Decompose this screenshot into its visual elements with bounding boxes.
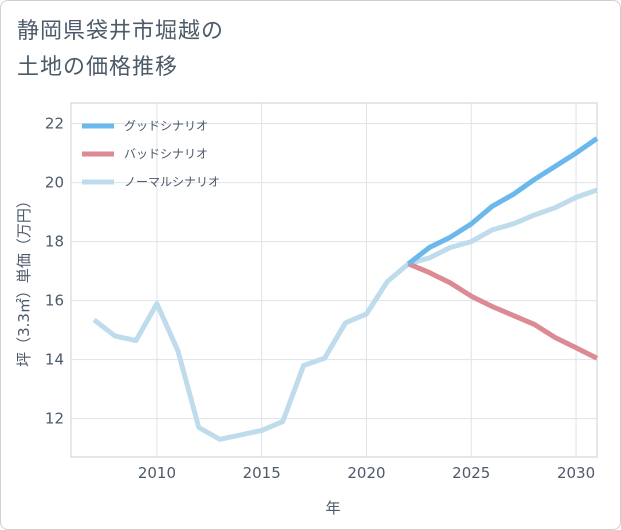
y-tick-label-22: 22 xyxy=(45,115,64,133)
x-tick-label-2020: 2020 xyxy=(347,464,385,482)
series-line-2 xyxy=(92,187,598,442)
tick-labels: 2010 2015 2020 2025 2030 12 14 16 18 20 22 xyxy=(45,115,595,482)
series-line-0 xyxy=(406,136,599,266)
y-tick-label-16: 16 xyxy=(45,292,64,310)
title-line-1: 静岡県袋井市堀越の xyxy=(17,19,225,44)
y-tick-label-18: 18 xyxy=(45,233,64,251)
legend-label-2: ノーマルシナリオ xyxy=(124,175,220,189)
title-line-2: 土地の価格推移 xyxy=(17,55,179,80)
y-tick-label-20: 20 xyxy=(45,174,64,192)
x-tick-label-2015: 2015 xyxy=(243,464,281,482)
plot-area-frame xyxy=(70,102,598,458)
chart-title: 静岡県袋井市堀越の 土地の価格推移 xyxy=(17,14,224,86)
y-tick-label-14: 14 xyxy=(45,351,64,369)
grid-lines xyxy=(71,103,597,457)
legend-label-1: バッドシナリオ xyxy=(124,147,208,161)
x-tick-label-2030: 2030 xyxy=(557,464,595,482)
series-line-1 xyxy=(407,261,599,361)
legend-label-0: グッドシナリオ xyxy=(124,119,208,133)
y-tick-label-12: 12 xyxy=(45,410,64,428)
x-axis-label: 年 xyxy=(325,499,340,517)
y-axis-label: 坪（3.3㎡）単価（万円） xyxy=(15,193,33,367)
x-tick-label-2010: 2010 xyxy=(138,464,176,482)
series-lines xyxy=(92,136,599,442)
x-tick-label-2025: 2025 xyxy=(452,464,490,482)
